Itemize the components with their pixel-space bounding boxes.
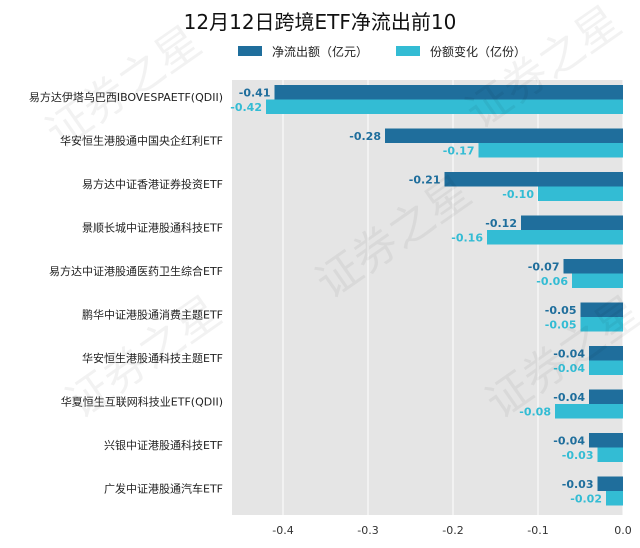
category-label: 兴银中证港股通科技ETF: [104, 438, 223, 452]
data-label-net-outflow: -0.04: [553, 391, 585, 404]
data-label-share-change: -0.04: [553, 362, 585, 375]
x-tick-label: -0.4: [272, 524, 293, 537]
data-label-share-change: -0.16: [451, 231, 483, 244]
data-label-share-change: -0.17: [443, 144, 475, 157]
x-tick-label: 0.0: [614, 524, 632, 537]
category-label: 华安恒生港股通中国央企红利ETF: [60, 134, 223, 148]
data-label-net-outflow: -0.04: [553, 347, 585, 360]
bar-share-change: [606, 491, 623, 506]
category-label: 华安恒生港股通科技主题ETF: [82, 351, 223, 365]
bar-net-outflow: [580, 302, 623, 317]
data-label-net-outflow: -0.12: [485, 217, 517, 230]
category-label: 易方达中证港股通医药卫生综合ETF: [49, 264, 223, 278]
bar-net-outflow: [563, 259, 623, 274]
category-label: 华夏恒生互联网科技业ETF(QDII): [61, 395, 223, 409]
bar-share-change: [538, 186, 623, 201]
bar-share-change: [478, 143, 623, 158]
bar-share-change: [572, 273, 623, 288]
data-label-share-change: -0.42: [230, 101, 262, 114]
data-label-share-change: -0.05: [545, 318, 577, 331]
data-label-share-change: -0.06: [536, 275, 568, 288]
legend: 净流出额（亿元） 份额变化（亿份）: [238, 43, 554, 59]
category-label: 易方达伊塔乌巴西IBOVESPAETF(QDII): [29, 90, 223, 104]
legend-item-net-outflow: 净流出额（亿元）: [238, 43, 368, 60]
data-label-share-change: -0.03: [562, 449, 594, 462]
data-label-share-change: -0.02: [570, 492, 602, 505]
x-tick-label: -0.3: [357, 524, 378, 537]
bar-net-outflow: [385, 128, 623, 143]
data-label-net-outflow: -0.41: [239, 86, 271, 99]
chart-title: 12月12日跨境ETF净流出前10: [183, 10, 457, 34]
data-label-net-outflow: -0.05: [545, 304, 577, 317]
category-label: 广发中证港股通汽车ETF: [104, 482, 223, 496]
bar-net-outflow: [589, 433, 623, 448]
bar-share-change: [555, 404, 623, 419]
data-label-net-outflow: -0.07: [528, 260, 560, 273]
bar-share-change: [589, 360, 623, 375]
bar-share-change: [487, 230, 623, 245]
data-label-net-outflow: -0.03: [562, 478, 594, 491]
data-label-net-outflow: -0.28: [349, 130, 381, 143]
bar-net-outflow: [597, 476, 623, 491]
x-tick-label: -0.1: [527, 524, 548, 537]
data-label-share-change: -0.10: [502, 188, 534, 201]
category-label: 景顺长城中证港股通科技ETF: [82, 221, 223, 235]
legend-swatch-net-outflow: [238, 46, 262, 56]
bar-share-change: [597, 447, 623, 462]
data-label-share-change: -0.08: [519, 405, 551, 418]
legend-label-net-outflow: 净流出额（亿元）: [272, 44, 369, 59]
bar-net-outflow: [589, 346, 623, 361]
bar-share-change: [580, 317, 623, 332]
category-label: 鹏华中证港股通消费主题ETF: [82, 308, 223, 322]
legend-item-share-change: 份额变化（亿份）: [396, 43, 526, 60]
bar-net-outflow: [274, 85, 623, 100]
bar-net-outflow: [444, 172, 623, 187]
legend-swatch-share-change: [396, 46, 421, 56]
data-label-net-outflow: -0.04: [553, 434, 585, 447]
bar-share-change: [266, 99, 623, 114]
bar-net-outflow: [589, 389, 623, 404]
category-label: 易方达中证香港证券投资ETF: [82, 177, 223, 191]
data-label-net-outflow: -0.21: [409, 173, 441, 186]
x-tick-label: -0.2: [442, 524, 463, 537]
bar-net-outflow: [521, 215, 623, 230]
legend-label-share-change: 份额变化（亿份）: [430, 44, 527, 59]
